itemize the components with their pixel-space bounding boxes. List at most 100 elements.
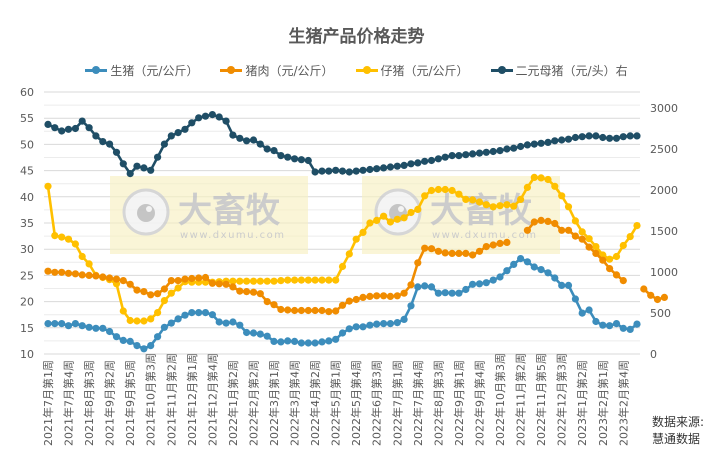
data-point-marker[interactable] xyxy=(154,309,162,317)
data-point-marker[interactable] xyxy=(558,192,566,200)
data-point-marker[interactable] xyxy=(174,284,182,292)
data-point-marker[interactable] xyxy=(126,170,134,178)
data-point-marker[interactable] xyxy=(263,298,271,306)
data-point-marker[interactable] xyxy=(222,280,230,288)
data-point-marker[interactable] xyxy=(106,327,114,336)
data-point-marker[interactable] xyxy=(482,279,490,287)
data-point-marker[interactable] xyxy=(469,251,477,259)
data-point-marker[interactable] xyxy=(455,249,463,257)
data-point-marker[interactable] xyxy=(318,338,326,346)
data-point-marker[interactable] xyxy=(201,309,210,317)
data-point-marker[interactable] xyxy=(475,149,484,157)
data-point-marker[interactable] xyxy=(338,301,347,309)
data-point-marker[interactable] xyxy=(393,215,401,223)
data-point-marker[interactable] xyxy=(160,323,168,331)
data-point-marker[interactable] xyxy=(263,145,271,153)
data-point-marker[interactable] xyxy=(434,289,442,297)
data-point-marker[interactable] xyxy=(599,133,607,142)
data-point-marker[interactable] xyxy=(503,201,511,209)
data-point-marker[interactable] xyxy=(167,289,175,297)
data-point-marker[interactable] xyxy=(243,328,251,337)
data-point-marker[interactable] xyxy=(304,306,312,315)
data-point-marker[interactable] xyxy=(154,290,162,298)
data-point-marker[interactable] xyxy=(421,192,429,200)
data-point-marker[interactable] xyxy=(140,288,148,296)
data-point-marker[interactable] xyxy=(160,140,168,148)
data-point-marker[interactable] xyxy=(503,267,511,275)
data-point-marker[interactable] xyxy=(332,335,340,343)
data-point-marker[interactable] xyxy=(380,212,388,220)
data-point-marker[interactable] xyxy=(99,273,107,281)
data-point-marker[interactable] xyxy=(44,120,52,128)
data-point-marker[interactable] xyxy=(263,277,271,285)
data-point-marker[interactable] xyxy=(338,262,347,271)
data-point-marker[interactable] xyxy=(558,281,566,289)
data-point-marker[interactable] xyxy=(215,113,223,121)
data-point-marker[interactable] xyxy=(626,325,634,333)
data-point-marker[interactable] xyxy=(393,292,401,300)
data-point-marker[interactable] xyxy=(236,321,244,329)
data-point-marker[interactable] xyxy=(482,201,490,209)
data-point-marker[interactable] xyxy=(359,323,367,331)
data-point-marker[interactable] xyxy=(64,322,73,330)
data-point-marker[interactable] xyxy=(208,311,216,319)
data-point-marker[interactable] xyxy=(517,195,525,203)
data-point-marker[interactable] xyxy=(475,198,484,206)
data-point-marker[interactable] xyxy=(332,166,340,174)
data-point-marker[interactable] xyxy=(133,286,141,294)
data-point-marker[interactable] xyxy=(551,219,559,228)
data-point-marker[interactable] xyxy=(359,166,367,174)
data-point-marker[interactable] xyxy=(407,160,415,168)
data-point-marker[interactable] xyxy=(291,155,299,163)
data-point-marker[interactable] xyxy=(284,276,292,284)
data-point-marker[interactable] xyxy=(297,156,305,164)
data-point-marker[interactable] xyxy=(366,219,374,227)
data-point-marker[interactable] xyxy=(51,232,59,240)
data-point-marker[interactable] xyxy=(496,239,504,247)
data-point-marker[interactable] xyxy=(482,148,490,156)
data-point-marker[interactable] xyxy=(489,203,497,211)
data-point-marker[interactable] xyxy=(414,159,422,167)
data-point-marker[interactable] xyxy=(106,140,114,148)
data-point-marker[interactable] xyxy=(448,186,456,195)
data-point-marker[interactable] xyxy=(106,274,114,282)
data-point-marker[interactable] xyxy=(352,235,360,243)
data-point-marker[interactable] xyxy=(318,276,326,284)
data-point-marker[interactable] xyxy=(462,249,470,257)
data-point-marker[interactable] xyxy=(58,320,66,328)
data-point-marker[interactable] xyxy=(510,144,518,152)
data-point-marker[interactable] xyxy=(647,291,655,299)
data-point-marker[interactable] xyxy=(325,308,333,316)
data-point-marker[interactable] xyxy=(249,288,258,296)
data-point-marker[interactable] xyxy=(359,293,367,301)
data-point-marker[interactable] xyxy=(188,309,196,317)
data-point-marker[interactable] xyxy=(71,240,79,248)
data-point-marker[interactable] xyxy=(496,202,504,210)
data-point-marker[interactable] xyxy=(147,166,155,174)
data-point-marker[interactable] xyxy=(332,276,340,284)
data-point-marker[interactable] xyxy=(434,155,442,163)
data-point-marker[interactable] xyxy=(352,167,360,175)
data-point-marker[interactable] xyxy=(119,336,127,344)
data-point-marker[interactable] xyxy=(291,337,299,345)
data-point-marker[interactable] xyxy=(544,269,552,277)
data-point-marker[interactable] xyxy=(222,319,230,327)
data-point-marker[interactable] xyxy=(311,168,319,176)
data-point-marker[interactable] xyxy=(592,243,600,251)
data-point-marker[interactable] xyxy=(147,291,155,299)
data-point-marker[interactable] xyxy=(140,317,148,325)
data-point-marker[interactable] xyxy=(133,317,141,325)
data-point-marker[interactable] xyxy=(517,255,525,263)
data-point-marker[interactable] xyxy=(85,124,93,132)
data-point-marker[interactable] xyxy=(489,147,497,156)
data-point-marker[interactable] xyxy=(564,226,573,234)
data-point-marker[interactable] xyxy=(414,259,422,267)
data-point-marker[interactable] xyxy=(147,315,155,323)
data-point-marker[interactable] xyxy=(571,133,580,142)
data-point-marker[interactable] xyxy=(256,277,264,285)
data-point-marker[interactable] xyxy=(578,133,586,141)
data-point-marker[interactable] xyxy=(51,268,59,276)
data-point-marker[interactable] xyxy=(270,337,278,345)
data-point-marker[interactable] xyxy=(414,205,422,213)
data-point-marker[interactable] xyxy=(78,252,86,261)
